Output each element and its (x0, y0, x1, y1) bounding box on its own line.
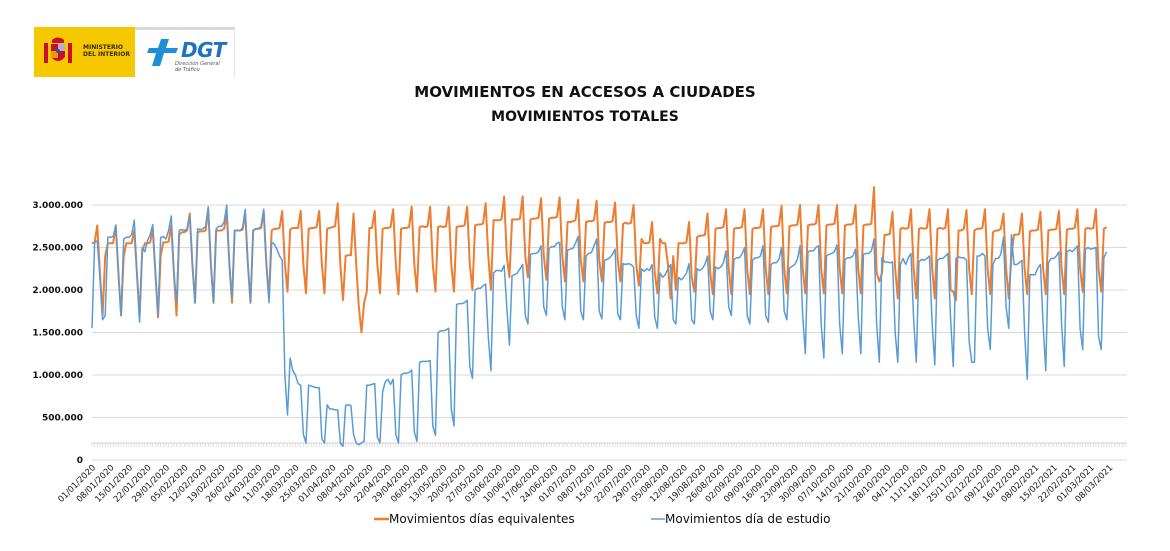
ministerio-line2: DEL INTERIOR (83, 51, 131, 58)
ministerio-text: MINISTERIO DEL INTERIOR (83, 44, 130, 58)
dgt-logo: DGT Dirección General de Tráfico (135, 27, 235, 77)
x-axis-labels: 01/01/202008/01/202015/01/202022/01/2020… (56, 463, 1115, 505)
y-tick-label: 500.000 (42, 414, 83, 424)
y-axis-labels: 0 500.000 1.000.000 1.500.000 2.000.000 2.500… (32, 201, 83, 466)
legend: Movimientos días equivalentes Movimiento… (374, 512, 830, 526)
y-tick-label: 1.500.000 (32, 329, 83, 339)
dgt-subtitle: Dirección General de Tráfico (175, 61, 220, 73)
coat-of-arms-icon (44, 37, 72, 63)
series-line-equivalentes (91, 186, 1108, 334)
chart-title: MOVIMIENTOS EN ACCESOS A CIUDADES (414, 83, 756, 101)
series-lines (91, 186, 1108, 448)
ministerio-line1: MINISTERIO (83, 44, 123, 51)
y-tick-label: 1.000.000 (32, 371, 83, 381)
dgt-cross-icon (147, 39, 178, 66)
dgt-sub-line1: Dirección General (175, 61, 220, 67)
logo-banner: MINISTERIO DEL INTERIOR DGT Dirección Ge… (34, 27, 236, 77)
chart-subtitle: MOVIMIENTOS TOTALES (491, 109, 679, 125)
legend-label-equivalentes: Movimientos días equivalentes (389, 512, 575, 526)
ministerio-logo: MINISTERIO DEL INTERIOR (34, 27, 135, 77)
dgt-text: DGT (181, 38, 226, 62)
y-tick-label: 0 (77, 456, 83, 466)
y-tick-label: 2.500.000 (32, 244, 83, 254)
y-tick-label: 3.000.000 (32, 201, 83, 211)
y-tick-label: 2.000.000 (32, 286, 83, 296)
legend-label-estudio: Movimientos día de estudio (665, 512, 830, 526)
dgt-sub-line2: de Tráfico (175, 66, 200, 73)
series-line-estudio (91, 204, 1108, 448)
date-tick-band (91, 442, 1127, 447)
